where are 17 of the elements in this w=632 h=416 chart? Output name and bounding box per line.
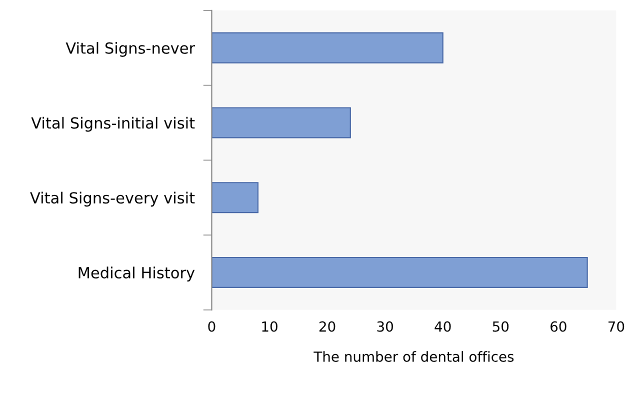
y-tick-label: Vital Signs-initial visit [31, 116, 195, 132]
x-tick-label: 10 [262, 321, 278, 332]
bar [212, 107, 351, 138]
y-tick-label: Vital Signs-every visit [30, 192, 195, 207]
bar [212, 182, 258, 214]
x-tick-label: 30 [377, 321, 393, 332]
x-tick-label: 20 [319, 321, 336, 332]
y-tick-label: Medical History [78, 266, 195, 282]
x-tick-label: 0 [208, 321, 216, 332]
bar [212, 32, 444, 64]
bar [212, 256, 588, 288]
y-tick-label: Vital Signs-never [66, 42, 196, 57]
x-tick-label: 50 [492, 321, 509, 332]
x-tick-label: 70 [608, 321, 624, 332]
x-axis-title: The number of dental offices [314, 351, 514, 362]
x-tick-label: 40 [434, 321, 451, 332]
x-tick-label: 60 [550, 321, 566, 332]
